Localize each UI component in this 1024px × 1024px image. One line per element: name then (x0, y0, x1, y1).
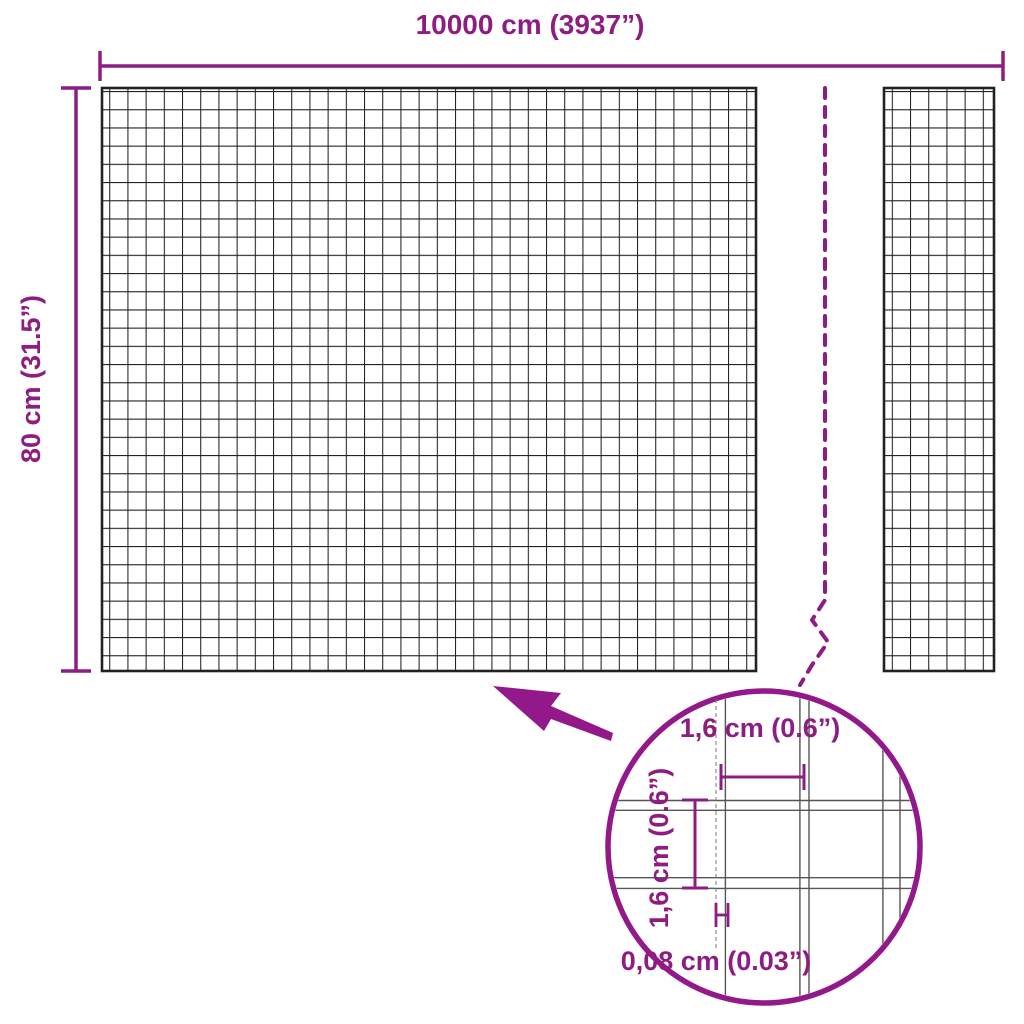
svg-text:1,6 cm (0.6”): 1,6 cm (0.6”) (680, 713, 841, 743)
svg-text:80 cm (31.5”): 80 cm (31.5”) (16, 295, 46, 463)
svg-text:0,08 cm (0.03”): 0,08 cm (0.03”) (621, 946, 812, 976)
svg-text:1,6 cm (0.6”): 1,6 cm (0.6”) (644, 768, 674, 929)
svg-text:10000 cm (3937”): 10000 cm (3937”) (416, 9, 645, 40)
